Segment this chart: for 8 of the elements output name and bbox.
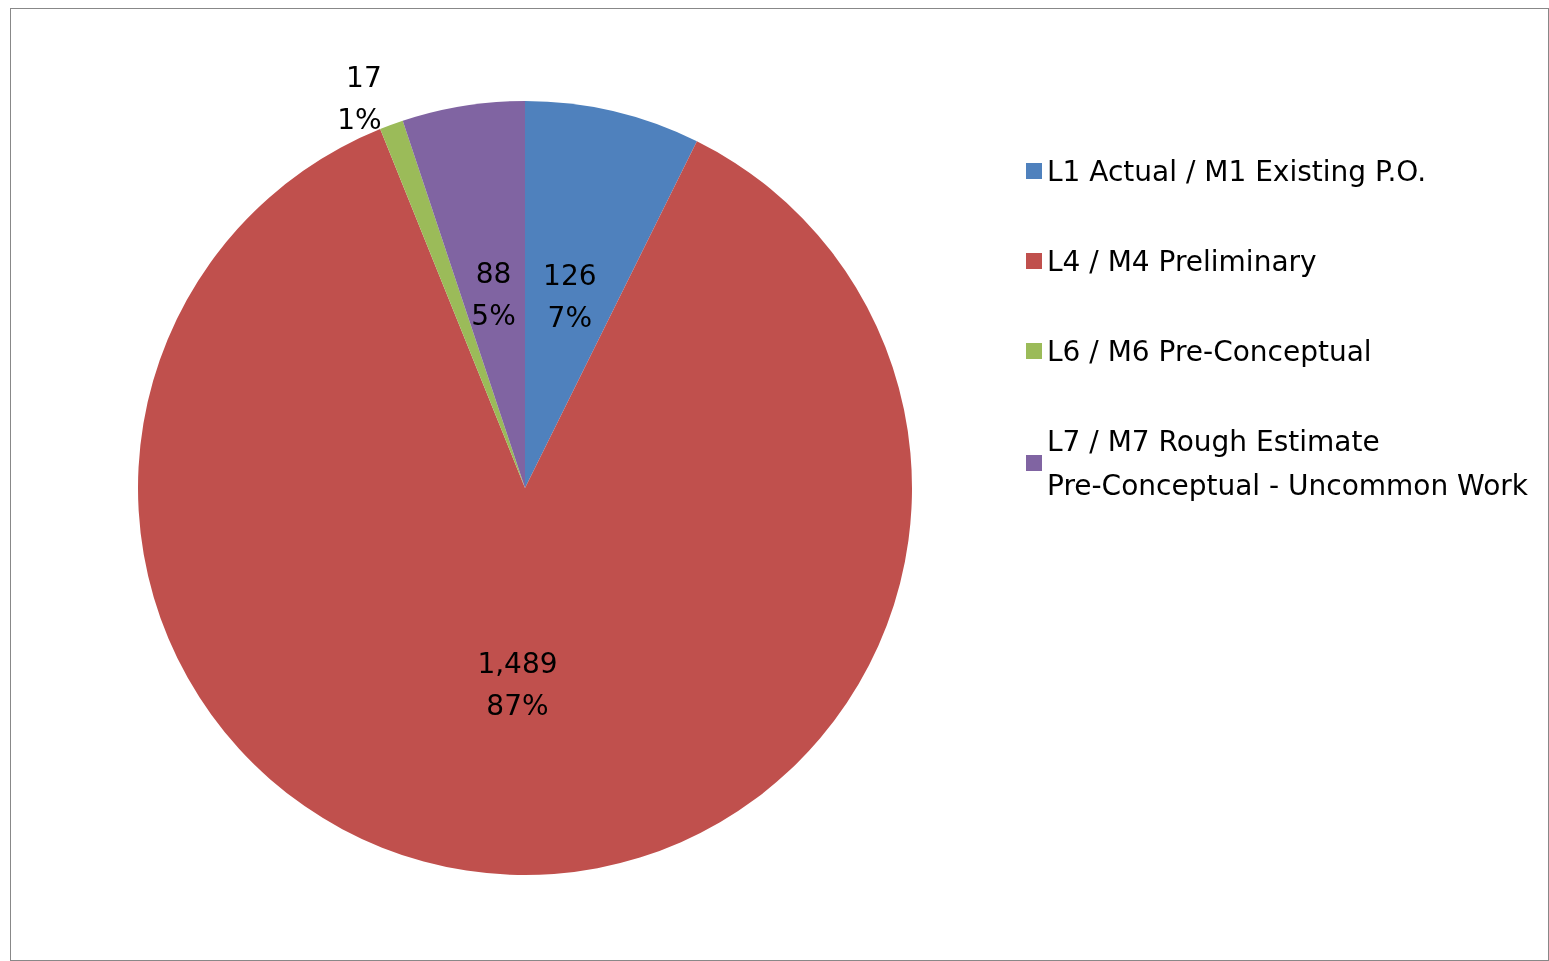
data-label: 126 7% <box>543 259 597 335</box>
data-label: 88 5% <box>471 256 516 332</box>
legend-label: L6 / M6 Pre-Conceptual <box>1047 334 1372 368</box>
data-label: 1,489 87% <box>477 646 558 722</box>
legend-label: L7 / M7 Rough Estimate Pre-Conceptual - Uncommon Work <box>1047 424 1529 502</box>
legend-label: L4 / M4 Preliminary <box>1047 244 1317 278</box>
data-label: 17 1% <box>337 61 382 137</box>
legend-label: L1 Actual / M1 Existing P.O. <box>1047 154 1427 188</box>
